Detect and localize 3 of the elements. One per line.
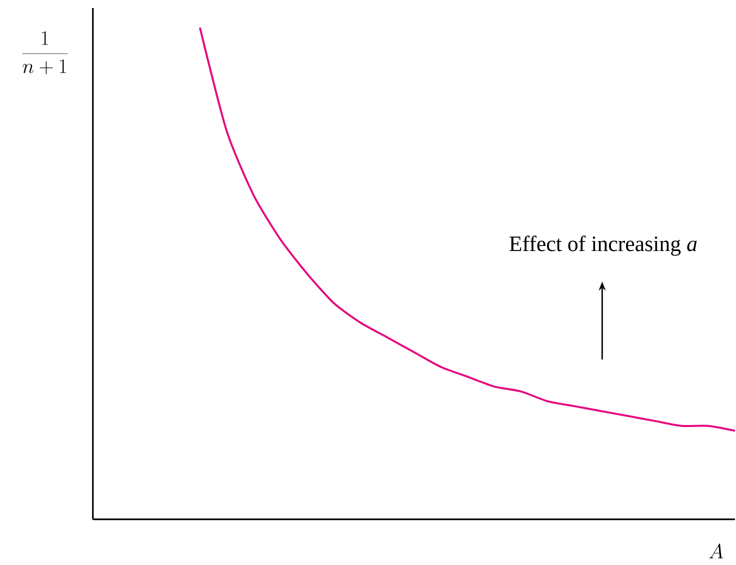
x-axis-title: $A$: [709, 543, 724, 558]
annotation: Effect of increasing a: [510, 235, 697, 256]
y-axis-title: $\frac{1}{n + 1}$: [22, 31, 68, 74]
